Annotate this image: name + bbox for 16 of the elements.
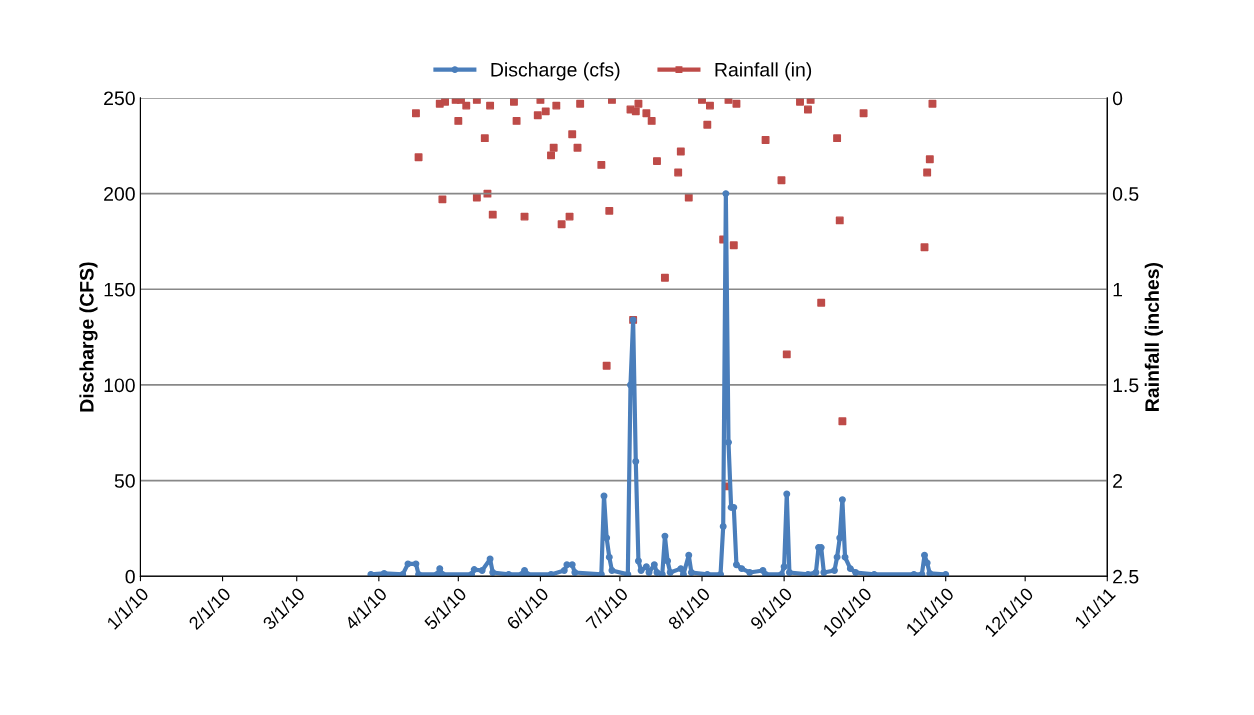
- y-tick-label: 150: [104, 282, 135, 297]
- y2-tick-label: 0.5: [1112, 187, 1139, 201]
- y-tick-label: 250: [104, 91, 135, 106]
- y2-axis-title: Rainfall (inches): [1144, 262, 1163, 411]
- legend-label: Discharge (cfs): [491, 62, 620, 81]
- y2-tick-label: 2: [1113, 474, 1122, 488]
- y-tick-label: 50: [114, 474, 135, 488]
- y2-tick-label: 0: [1112, 91, 1123, 106]
- legend-label: Rainfall (in): [715, 62, 812, 81]
- y2-tick-label: 2.5: [1113, 569, 1139, 584]
- y-axis-title: Discharge (CFS): [79, 262, 98, 412]
- y-tick-label: 100: [104, 378, 135, 393]
- y-tick-label: 200: [104, 187, 135, 201]
- y2-tick-label: 1: [1113, 282, 1123, 297]
- y2-tick-label: 1.5: [1113, 378, 1139, 393]
- y-tick-label: 0: [125, 569, 135, 584]
